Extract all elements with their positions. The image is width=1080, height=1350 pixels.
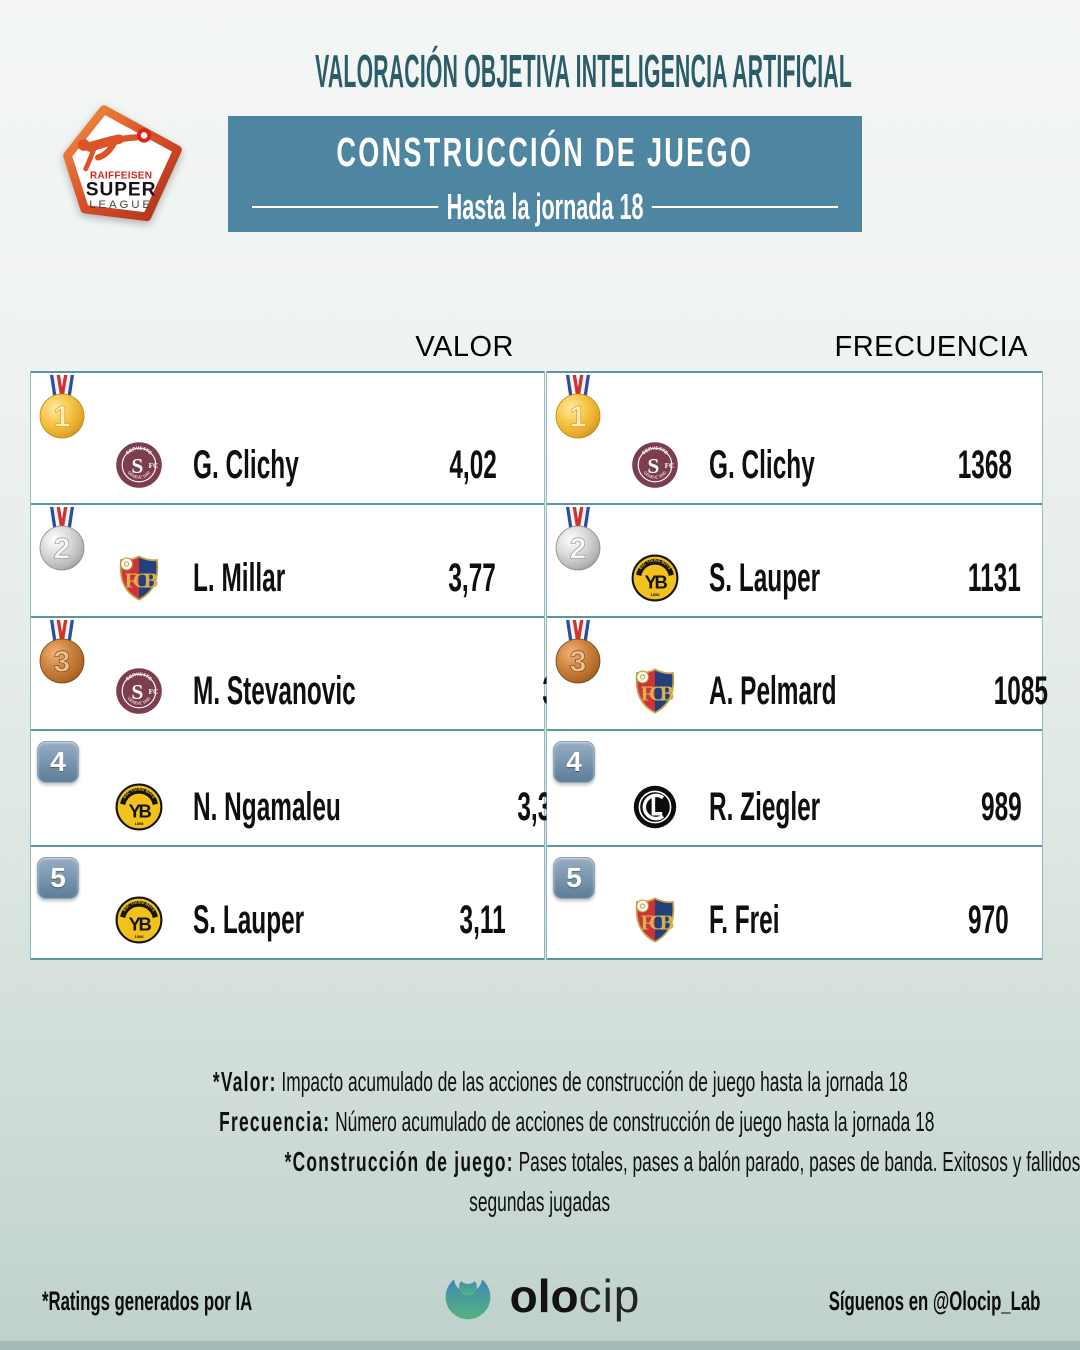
table-row: 5 FCB F. Frei 970: [547, 845, 1042, 960]
svg-text:S: S: [131, 680, 143, 704]
logo-league-text: LEAGUE: [89, 199, 153, 211]
player-name: S. Lauper: [193, 897, 305, 942]
player-name: S. Lauper: [709, 555, 821, 600]
player-name: M. Stevanovic: [193, 668, 356, 713]
player-name: N. Ngamaleu: [193, 784, 341, 829]
svg-text:3: 3: [54, 646, 71, 679]
fc-lugano-crest-icon: [632, 784, 678, 830]
bsc-young-boys-crest-icon: BSC YOUNG BOYS YB 1898: [115, 783, 163, 831]
gold-medal-icon: 1: [555, 375, 601, 439]
table-row: 4 R. Ziegler 989: [547, 729, 1042, 845]
olocip-wordmark: olocip: [509, 1270, 641, 1322]
ratings-note: *Ratings generados por IA: [42, 1286, 253, 1316]
svg-text:FC: FC: [665, 462, 675, 470]
table-row: 2 BSC YOUNG BOYS YB 1898 S. Lauper 1131: [547, 503, 1042, 616]
svg-text:1: 1: [570, 401, 587, 434]
footnote-frecuencia: Frecuencia: Número acumulado de acciones…: [219, 1106, 935, 1137]
player-name: L. Millar: [193, 555, 286, 600]
player-value: 1368: [958, 442, 1013, 487]
player-value: 989: [980, 784, 1022, 829]
page-title-text: VALORACIÓN OBJETIVA INTELIGENCIA ARTIFIC…: [315, 45, 853, 97]
player-value: 1085: [993, 668, 1048, 713]
player-name: G. Clichy: [709, 442, 815, 487]
silver-medal-icon: 2: [39, 507, 85, 571]
social-handle: Síguenos en @Olocip_Lab: [828, 1286, 1040, 1316]
player-name: G. Clichy: [193, 442, 299, 487]
player-value: 3,11: [459, 897, 506, 942]
bicycle-kick-figure-icon: [77, 134, 140, 172]
logo-super-text: SUPER: [86, 180, 157, 201]
table-row: 1 SERVETTE GENEVE 1890 S FC G. Clichy 13…: [547, 371, 1042, 503]
svg-text:S: S: [131, 454, 143, 478]
player-name: R. Ziegler: [709, 784, 821, 829]
banner-title: CONSTRUCCIÓN DE JUEGO: [336, 129, 754, 175]
svg-text:S: S: [647, 454, 659, 478]
svg-text:1: 1: [54, 401, 71, 434]
banner-subtitle: Hasta la jornada 18: [438, 188, 652, 226]
player-name: F. Frei: [709, 897, 780, 942]
svg-text:SERVETTE: SERVETTE: [125, 446, 154, 457]
svg-text:1898: 1898: [651, 592, 661, 597]
table-row: 3 FCB A. Pelmard 1085: [547, 616, 1048, 729]
page-title: VALORACIÓN OBJETIVA INTELIGENCIA ARTIFIC…: [0, 48, 1080, 94]
table-row: 1 SERVETTE GENEVE 1890 S FC G. Clichy 4,…: [31, 371, 544, 503]
svg-text:SERVETTE: SERVETTE: [125, 672, 154, 683]
player-value: 970: [968, 897, 1009, 942]
player-value: 1131: [968, 555, 1022, 600]
rank-badge: 5: [553, 857, 595, 899]
fc-basel-crest-icon: FCB: [631, 896, 679, 944]
svg-text:FCB: FCB: [125, 569, 158, 593]
banner-subtitle-row: Hasta la jornada 18: [228, 188, 862, 226]
bsc-young-boys-crest-icon: BSC YOUNG BOYS YB 1898: [115, 896, 163, 944]
table-row: 4 BSC YOUNG BOYS YB 1898 N. Ngamaleu 3,3…: [31, 729, 565, 845]
logo-raiffeisen-text: RAIFFEISEN: [90, 170, 153, 181]
svg-text:2: 2: [570, 533, 587, 566]
table-row: 3 SERVETTE GENEVE 1890 S FC M. Stevanovi…: [31, 616, 590, 729]
svg-text:1898: 1898: [135, 821, 145, 826]
player-value: 3,77: [448, 555, 496, 600]
svg-text:3: 3: [570, 646, 587, 679]
raiffeisen-super-league-logo: RAIFFEISEN SUPER LEAGUE: [63, 105, 182, 222]
bronze-medal-icon: 3: [555, 620, 601, 684]
svg-text:YB: YB: [129, 800, 152, 821]
footnotes: *Valor: Impacto acumulado de las accione…: [0, 1062, 1080, 1222]
frecuencia-column-header: FRECUENCIA: [834, 331, 1028, 363]
servette-fc-crest-icon: SERVETTE GENEVE 1890 S FC: [115, 667, 163, 715]
section-banner: CONSTRUCCIÓN DE JUEGO Hasta la jornada 1…: [228, 116, 862, 232]
svg-text:YB: YB: [129, 913, 152, 934]
svg-text:FCB: FCB: [641, 911, 674, 935]
footnote-construccion: *Construcción de juego: Pases totales, p…: [284, 1146, 1080, 1177]
bronze-medal-icon: 3: [39, 620, 85, 684]
servette-fc-crest-icon: SERVETTE GENEVE 1890 S FC: [631, 441, 679, 489]
svg-text:2: 2: [54, 533, 71, 566]
player-value: 4,02: [448, 442, 497, 487]
footnote-construccion-wrap: segundas jugadas: [469, 1186, 611, 1217]
fc-basel-crest-icon: FCB: [115, 554, 163, 602]
svg-text:FC: FC: [149, 462, 159, 470]
table-row: 2 FCB L. Millar 3,77: [31, 503, 544, 616]
rank-badge: 4: [37, 741, 79, 783]
rank-badge: 5: [37, 857, 79, 899]
player-name: A. Pelmard: [709, 668, 837, 713]
bottom-strip: [0, 1341, 1080, 1350]
valor-table: VALOR 1 SERVETTE GENEVE 1890 S FC G. Cli…: [30, 331, 590, 960]
valor-column-header: VALOR: [415, 331, 514, 363]
svg-text:FC: FC: [149, 688, 159, 696]
frecuencia-table: FRECUENCIA 1 SERVETTE GENEVE 1890 S FC G…: [546, 331, 1048, 960]
swiss-ball-icon: [136, 128, 152, 143]
bsc-young-boys-crest-icon: BSC YOUNG BOYS YB 1898: [631, 554, 679, 602]
olocip-icon: [445, 1274, 490, 1320]
table-row: 5 BSC YOUNG BOYS YB 1898 S. Lauper 3,11: [31, 845, 544, 960]
footnote-valor: *Valor: Impacto acumulado de las accione…: [212, 1066, 908, 1097]
olocip-logo: olocip: [0, 1268, 1080, 1324]
svg-text:FCB: FCB: [641, 682, 674, 706]
svg-text:1898: 1898: [135, 934, 145, 939]
servette-fc-crest-icon: SERVETTE GENEVE 1890 S FC: [115, 441, 163, 489]
rank-badge: 4: [553, 741, 595, 783]
svg-text:YB: YB: [645, 571, 668, 592]
silver-medal-icon: 2: [555, 507, 601, 571]
gold-medal-icon: 1: [39, 375, 85, 439]
svg-text:SERVETTE: SERVETTE: [641, 446, 670, 457]
fc-basel-crest-icon: FCB: [631, 667, 679, 715]
